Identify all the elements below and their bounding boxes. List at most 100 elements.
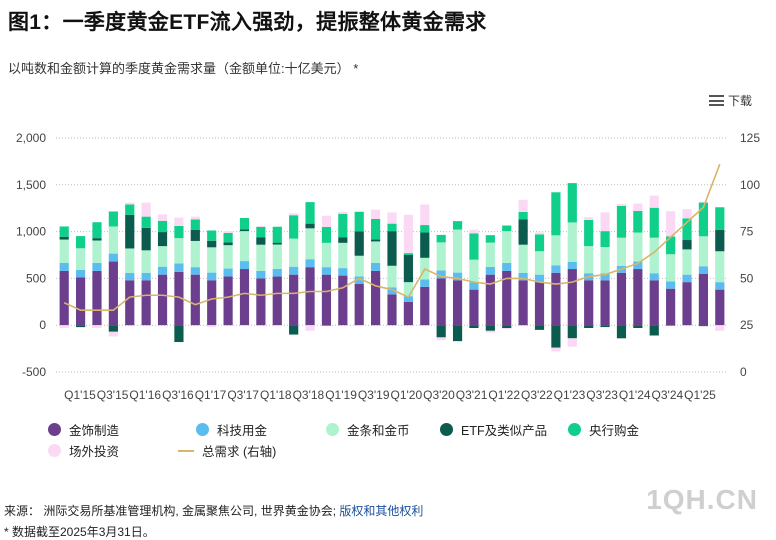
bar-central_banks bbox=[354, 211, 364, 232]
bar-jewellery bbox=[698, 273, 709, 326]
bar-bars_coins bbox=[682, 249, 692, 275]
bar-etf bbox=[190, 229, 200, 241]
bar-central_banks bbox=[682, 218, 692, 241]
bar-technology bbox=[256, 270, 266, 279]
bar-otc bbox=[452, 341, 463, 343]
bar-etf bbox=[633, 325, 643, 329]
bar-etf bbox=[666, 325, 676, 326]
bar-etf bbox=[649, 325, 659, 336]
bar-otc bbox=[715, 325, 725, 331]
total-demand-line-path bbox=[63, 163, 721, 312]
bar-technology bbox=[223, 268, 233, 277]
bar-etf bbox=[207, 240, 217, 248]
bar-otc bbox=[420, 204, 430, 226]
bar-central_banks bbox=[338, 213, 348, 238]
bar-bars_coins bbox=[256, 244, 266, 271]
bar-technology bbox=[289, 266, 299, 275]
bar-bars_coins bbox=[502, 231, 512, 263]
bar-etf bbox=[92, 238, 102, 241]
bar-jewellery bbox=[551, 272, 561, 326]
bar-technology bbox=[600, 273, 610, 281]
legend-item: 金饰制造 bbox=[48, 420, 119, 439]
bar-bars_coins bbox=[436, 242, 446, 271]
bar-otc bbox=[518, 199, 528, 212]
bar-bars_coins bbox=[534, 251, 545, 275]
bar-technology bbox=[436, 270, 446, 279]
bar-jewellery bbox=[92, 270, 102, 326]
legend-swatch bbox=[48, 423, 61, 436]
x-axis-tick-label: Q1'22 bbox=[488, 388, 520, 402]
bar-jewellery bbox=[190, 274, 200, 326]
bar-technology bbox=[666, 281, 676, 289]
x-axis-tick-label: Q3'17 bbox=[227, 388, 259, 402]
bar-etf bbox=[715, 229, 725, 252]
x-axis-tick-label: Q1'19 bbox=[325, 388, 357, 402]
bar-etf bbox=[452, 325, 463, 342]
legend-item: 总需求 (右轴) bbox=[178, 441, 276, 460]
bar-etf bbox=[239, 229, 250, 232]
bar-etf bbox=[534, 325, 545, 330]
x-axis-tick-label: Q1'18 bbox=[260, 388, 292, 402]
bar-bars_coins bbox=[403, 282, 413, 297]
bar-etf bbox=[567, 325, 577, 339]
bar-technology bbox=[174, 263, 184, 272]
bar-otc bbox=[567, 338, 577, 347]
bar-central_banks bbox=[666, 236, 676, 255]
bar-technology bbox=[125, 272, 135, 281]
bar-technology bbox=[485, 266, 495, 275]
bar-technology bbox=[272, 268, 282, 277]
download-label: 下载 bbox=[727, 94, 752, 108]
bar-otc bbox=[256, 225, 266, 227]
footnote: * 数据截至2025年3月31日。 bbox=[4, 525, 155, 539]
bar-technology bbox=[190, 267, 200, 275]
bar-jewellery bbox=[174, 271, 184, 326]
bar-otc bbox=[633, 203, 643, 212]
page-title: 图1：一季度黄金ETF流入强劲，提振整体黄金需求 bbox=[8, 11, 487, 34]
bar-technology bbox=[59, 262, 69, 271]
bar-bars_coins bbox=[452, 229, 463, 273]
stacked-bar-chart: -500 0 500 1,000 1,500 2,000 0 25 50 75 100 125 Q1… bbox=[16, 131, 760, 402]
bar-jewellery bbox=[75, 277, 86, 326]
bar-jewellery bbox=[338, 275, 348, 326]
bar-technology bbox=[698, 266, 709, 274]
left-axis-tick-label: -500 bbox=[22, 365, 46, 379]
download-button[interactable]: 下载 bbox=[708, 92, 752, 109]
total-demand-line bbox=[63, 163, 721, 312]
bar-technology bbox=[75, 269, 86, 278]
bar-technology bbox=[354, 276, 364, 285]
bar-otc bbox=[321, 215, 332, 227]
bar-jewellery bbox=[108, 261, 118, 326]
bar-otc bbox=[534, 232, 545, 235]
left-axis-ticks: -500 0 500 1,000 1,500 2,000 bbox=[16, 131, 46, 379]
right-axis-tick-label: 25 bbox=[740, 318, 754, 332]
bar-technology bbox=[518, 272, 528, 281]
left-axis-tick-label: 2,000 bbox=[16, 131, 46, 145]
bar-etf bbox=[108, 325, 118, 332]
bar-etf bbox=[305, 223, 315, 229]
x-axis-tick-label: Q3'23 bbox=[586, 388, 618, 402]
copyright-link[interactable]: 版权和其他权利 bbox=[339, 504, 424, 518]
bar-jewellery bbox=[125, 280, 135, 326]
x-axis-tick-label: Q3'18 bbox=[293, 388, 325, 402]
bar-jewellery bbox=[600, 280, 610, 326]
x-axis-tick-label: Q3'22 bbox=[521, 388, 553, 402]
bar-otc bbox=[600, 212, 610, 232]
bar-otc bbox=[403, 214, 413, 254]
bar-central_banks bbox=[387, 223, 397, 232]
bar-jewellery bbox=[666, 288, 676, 326]
bar-etf bbox=[59, 236, 69, 240]
bar-etf bbox=[125, 214, 135, 249]
bar-jewellery bbox=[289, 274, 299, 326]
bar-otc bbox=[616, 203, 627, 206]
bar-central_banks bbox=[567, 183, 577, 223]
bar-bars_coins bbox=[141, 250, 151, 273]
bar-jewellery bbox=[485, 274, 495, 326]
bar-technology bbox=[403, 296, 413, 302]
bar-jewellery bbox=[321, 274, 332, 326]
bar-technology bbox=[371, 262, 381, 271]
bar-otc bbox=[551, 347, 561, 352]
menu-icon bbox=[708, 95, 724, 106]
x-axis-tick-label: Q3'15 bbox=[97, 388, 129, 402]
bar-etf bbox=[682, 240, 692, 250]
x-axis-tick-label: Q1'17 bbox=[195, 388, 227, 402]
